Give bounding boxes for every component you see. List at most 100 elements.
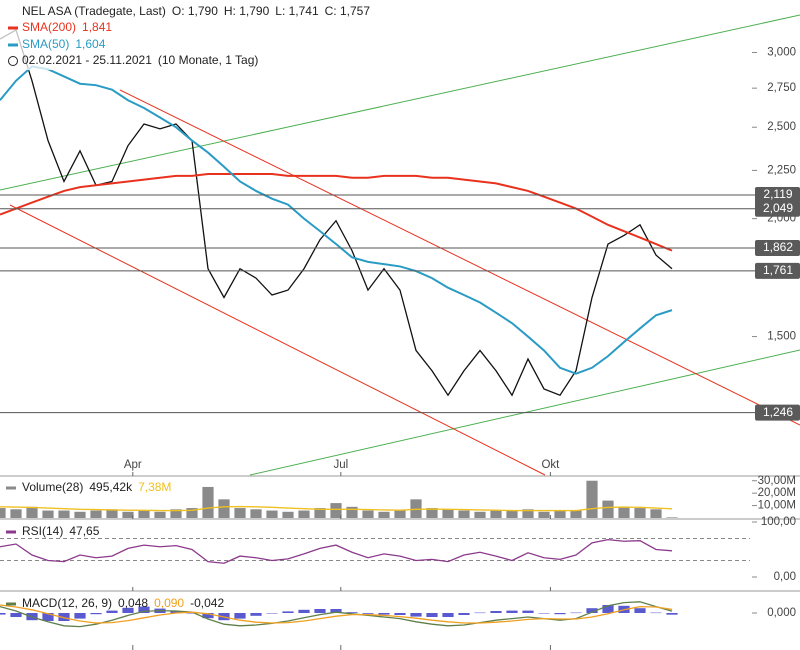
bar bbox=[186, 508, 198, 518]
bar bbox=[506, 610, 518, 613]
level-box bbox=[755, 404, 800, 421]
bar bbox=[74, 613, 86, 619]
bar bbox=[330, 609, 342, 613]
bar bbox=[346, 506, 358, 518]
bar bbox=[202, 613, 214, 619]
bar bbox=[170, 509, 182, 518]
bar bbox=[58, 510, 70, 518]
bar bbox=[10, 509, 22, 518]
bar bbox=[266, 613, 278, 614]
series-line bbox=[0, 538, 673, 564]
y-tick-label: 20,00M bbox=[758, 487, 796, 499]
bar bbox=[106, 509, 118, 518]
bar bbox=[330, 503, 342, 518]
legend-bg bbox=[0, 2, 275, 70]
legend-text: NEL ASA (Tradegate, Last) bbox=[22, 4, 166, 18]
bar bbox=[378, 613, 390, 615]
bar bbox=[602, 500, 614, 518]
bar bbox=[106, 610, 118, 613]
level-label: 1,246 bbox=[763, 405, 793, 419]
legend-text: -0,042 bbox=[190, 596, 224, 610]
bar bbox=[362, 613, 374, 614]
bar bbox=[554, 613, 566, 615]
bar bbox=[602, 605, 614, 613]
bar bbox=[586, 608, 598, 613]
bar bbox=[522, 610, 534, 613]
legend-text: Volume(28) bbox=[22, 480, 83, 494]
legend-text: 7,38M bbox=[138, 480, 171, 494]
level-box bbox=[755, 239, 800, 256]
legend-text: 495,42k bbox=[89, 480, 133, 494]
x-tick-label: Okt bbox=[541, 459, 560, 471]
bar bbox=[90, 613, 102, 615]
legend-text: 0,090 bbox=[154, 596, 184, 610]
legend-text: 0,048 bbox=[118, 596, 148, 610]
bar bbox=[506, 510, 518, 518]
bar bbox=[362, 510, 374, 518]
bar bbox=[618, 506, 630, 518]
clock-icon bbox=[8, 56, 18, 66]
bar bbox=[42, 510, 54, 518]
level-box bbox=[755, 262, 800, 279]
bar bbox=[378, 511, 390, 518]
y-tick-label: 3,000 bbox=[767, 47, 796, 59]
bar bbox=[154, 511, 166, 518]
legend-text: MACD(12, 26, 9) bbox=[22, 596, 112, 610]
legend-swatch bbox=[6, 486, 16, 490]
bar bbox=[394, 510, 406, 518]
bar bbox=[650, 612, 662, 614]
y-tick-label: 2,750 bbox=[767, 82, 796, 94]
y-tick-label: 30,00M bbox=[758, 475, 796, 487]
legend-text: (10 Monate, 1 Tag) bbox=[158, 53, 259, 67]
bar bbox=[0, 613, 6, 615]
bar bbox=[314, 508, 326, 518]
bar bbox=[634, 608, 646, 613]
legend-swatch bbox=[8, 43, 18, 47]
bar bbox=[634, 508, 646, 518]
bar bbox=[250, 509, 262, 518]
panel-separators bbox=[0, 475, 800, 592]
bar bbox=[650, 509, 662, 518]
y-tick-label: 0,00 bbox=[774, 571, 796, 583]
bar bbox=[138, 606, 150, 613]
bar bbox=[170, 611, 182, 613]
y-tick-label: 100,00 bbox=[761, 516, 796, 528]
bar bbox=[474, 511, 486, 518]
legend-text: O: 1,790 bbox=[172, 4, 218, 18]
bar bbox=[570, 510, 582, 518]
level-label: 1,761 bbox=[763, 263, 793, 277]
bar bbox=[538, 613, 550, 614]
bar bbox=[442, 613, 454, 617]
y-tick-label: 0,000 bbox=[767, 607, 796, 619]
y-tick-label: 10,00M bbox=[758, 500, 796, 512]
series-line bbox=[0, 601, 673, 628]
legend-text: SMA(50) bbox=[22, 37, 69, 51]
trend-line bbox=[0, 14, 800, 191]
bar bbox=[234, 508, 246, 518]
bar bbox=[0, 508, 6, 518]
bar bbox=[474, 612, 486, 614]
bar bbox=[666, 517, 678, 518]
bar bbox=[122, 607, 134, 613]
bar bbox=[298, 609, 310, 613]
bar bbox=[250, 613, 262, 616]
bar bbox=[522, 509, 534, 518]
trend-lines bbox=[0, 14, 800, 476]
trend-line bbox=[9, 204, 546, 476]
legend-text: RSI(14) bbox=[22, 524, 63, 538]
y-tick-label: 1,500 bbox=[767, 331, 796, 343]
bar bbox=[426, 508, 438, 518]
bar bbox=[394, 613, 406, 615]
bar bbox=[122, 511, 134, 518]
legend-text: 1,841 bbox=[82, 20, 112, 34]
bar bbox=[410, 613, 422, 617]
bar bbox=[74, 511, 86, 518]
bar bbox=[490, 611, 502, 613]
y-tick-label: 2,250 bbox=[767, 164, 796, 176]
bar bbox=[490, 510, 502, 518]
bar bbox=[586, 480, 598, 518]
series-line bbox=[0, 65, 673, 375]
bar bbox=[218, 499, 230, 518]
bar bbox=[538, 511, 550, 518]
